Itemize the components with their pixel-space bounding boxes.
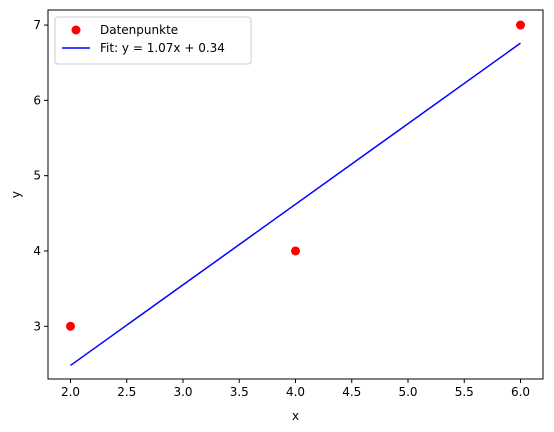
legend-marker-datenpunkte	[71, 25, 81, 35]
x-tick-label: 4.5	[342, 385, 361, 399]
plot-frame	[47, 9, 544, 380]
x-tick-label: 2.0	[61, 385, 80, 399]
x-tick-label: 3.0	[173, 385, 192, 399]
y-axis-label: y	[9, 191, 23, 198]
legend-label-datenpunkte: Datenpunkte	[100, 23, 178, 37]
x-tick-label: 6.0	[511, 385, 530, 399]
plot-area	[47, 9, 544, 380]
data-point	[516, 20, 525, 30]
legend: Datenpunkte Fit: y = 1.07x + 0.34	[54, 16, 252, 65]
y-tick-label: 7	[33, 18, 41, 32]
x-tick-label: 4.0	[286, 385, 305, 399]
y-tick-label: 5	[33, 169, 41, 183]
series-layer	[66, 20, 525, 367]
x-axis: 2.0 2.5 3.0 3.5 4.0 4.5 5.0 5.5 6.0	[61, 379, 530, 399]
fit-line	[70, 42, 521, 367]
y-axis: 3 4 5 6 7	[33, 18, 48, 333]
x-tick-label: 2.5	[117, 385, 136, 399]
x-tick-label: 3.5	[230, 385, 249, 399]
y-tick-label: 6	[33, 93, 41, 107]
data-point	[291, 246, 300, 256]
x-axis-label: x	[292, 409, 299, 423]
legend-label-fit: Fit: y = 1.07x + 0.34	[100, 41, 225, 55]
data-point	[66, 321, 75, 331]
x-tick-label: 5.0	[398, 385, 417, 399]
x-tick-label: 5.5	[455, 385, 474, 399]
y-tick-label: 3	[33, 319, 41, 333]
legend-box	[54, 16, 252, 65]
y-tick-label: 4	[33, 244, 41, 258]
